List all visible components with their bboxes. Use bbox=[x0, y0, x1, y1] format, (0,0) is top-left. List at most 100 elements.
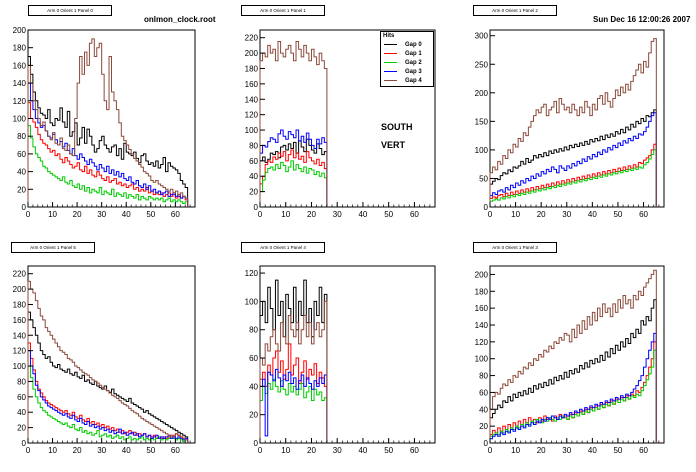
panel-title-0: Arm 0 Orient 1 Panel 0 bbox=[28, 5, 112, 16]
y-tick-label: 100 bbox=[245, 297, 259, 306]
histogram-series bbox=[489, 109, 657, 207]
x-tick-label: 0 bbox=[488, 446, 493, 455]
y-tick-label: 20 bbox=[17, 424, 26, 433]
x-tick-label: 50 bbox=[384, 446, 393, 455]
y-tick-label: 60 bbox=[17, 150, 26, 159]
legend-swatch bbox=[384, 44, 397, 45]
x-tick-label: 20 bbox=[537, 210, 546, 219]
y-tick-label: 0 bbox=[22, 203, 27, 212]
file-label: onlmon_clock.root bbox=[144, 15, 216, 24]
legend-swatch bbox=[384, 80, 397, 81]
histogram-series bbox=[489, 112, 657, 207]
histogram-series bbox=[27, 56, 189, 207]
histogram-series bbox=[259, 279, 328, 443]
legend-item: Gap 2 bbox=[384, 58, 422, 67]
x-tick-label: 0 bbox=[26, 210, 31, 219]
x-tick-label: 60 bbox=[639, 210, 648, 219]
y-tick-label: 200 bbox=[13, 285, 27, 294]
y-tick-label: 20 bbox=[17, 185, 26, 194]
y-tick-label: 0 bbox=[254, 439, 259, 448]
histogram-series bbox=[259, 149, 328, 207]
y-tick-label: 80 bbox=[17, 377, 26, 386]
x-tick-label: 0 bbox=[258, 210, 263, 219]
y-tick-label: 140 bbox=[13, 331, 27, 340]
x-tick-label: 30 bbox=[97, 210, 106, 219]
histogram-series bbox=[259, 41, 328, 207]
histogram-series bbox=[27, 350, 189, 443]
histogram-series bbox=[259, 378, 328, 443]
histogram-series bbox=[489, 349, 657, 443]
histogram-series bbox=[259, 368, 328, 443]
y-tick-label: 20 bbox=[479, 422, 488, 431]
legend-item: Gap 1 bbox=[384, 49, 422, 58]
histogram-series bbox=[489, 149, 657, 207]
y-tick-label: 100 bbox=[475, 146, 489, 155]
y-tick-label: 160 bbox=[13, 316, 27, 325]
x-tick-label: 60 bbox=[410, 446, 419, 455]
plot-frame bbox=[489, 29, 665, 208]
y-tick-label: 140 bbox=[475, 321, 489, 330]
legend-swatch bbox=[384, 62, 397, 63]
x-tick-label: 20 bbox=[73, 210, 82, 219]
y-tick-label: 80 bbox=[249, 326, 258, 335]
histogram-series bbox=[489, 269, 657, 443]
note-vert: VERT bbox=[381, 140, 406, 150]
plot-frame bbox=[259, 265, 436, 444]
panel-title-5: Arm 0 Orient 1 Panel 5 bbox=[11, 242, 95, 253]
y-tick-label: 40 bbox=[17, 168, 26, 177]
y-tick-label: 180 bbox=[13, 44, 27, 53]
y-tick-label: 20 bbox=[249, 411, 258, 420]
y-tick-label: 140 bbox=[245, 95, 259, 104]
y-tick-label: 160 bbox=[475, 304, 489, 313]
y-tick-label: 200 bbox=[475, 270, 489, 279]
y-tick-label: 200 bbox=[475, 89, 489, 98]
y-tick-label: 120 bbox=[13, 97, 27, 106]
x-tick-label: 30 bbox=[562, 446, 571, 455]
legend-label: Gap 4 bbox=[405, 77, 422, 84]
x-tick-label: 50 bbox=[613, 210, 622, 219]
x-tick-label: 20 bbox=[307, 210, 316, 219]
y-tick-label: 180 bbox=[245, 64, 259, 73]
histogram-series bbox=[259, 129, 328, 207]
y-tick-label: 60 bbox=[479, 388, 488, 397]
plot-frame bbox=[27, 265, 196, 444]
note-south: SOUTH bbox=[381, 122, 413, 132]
y-tick-label: 120 bbox=[475, 338, 489, 347]
histogram-series bbox=[489, 143, 657, 207]
legend-title: Hits bbox=[383, 33, 395, 39]
y-tick-label: 150 bbox=[475, 117, 489, 126]
legend-label: Gap 0 bbox=[405, 41, 422, 48]
x-tick-label: 40 bbox=[358, 446, 367, 455]
legend-item: Gap 4 bbox=[384, 76, 422, 85]
y-tick-label: 60 bbox=[249, 354, 258, 363]
x-tick-label: 30 bbox=[562, 210, 571, 219]
histogram-series bbox=[27, 38, 189, 207]
x-tick-label: 30 bbox=[97, 446, 106, 455]
x-tick-label: 10 bbox=[48, 446, 57, 455]
y-tick-label: 140 bbox=[13, 79, 27, 88]
y-tick-label: 40 bbox=[17, 408, 26, 417]
legend-label: Gap 3 bbox=[405, 68, 422, 75]
y-tick-label: 60 bbox=[17, 393, 26, 402]
y-tick-label: 100 bbox=[245, 126, 259, 135]
x-tick-label: 40 bbox=[358, 210, 367, 219]
x-tick-label: 40 bbox=[122, 210, 131, 219]
y-tick-label: 80 bbox=[249, 141, 258, 150]
x-tick-label: 20 bbox=[307, 446, 316, 455]
y-tick-label: 120 bbox=[13, 347, 27, 356]
y-tick-label: 0 bbox=[254, 203, 259, 212]
legend: Hits Gap 0 Gap 1 Gap 2 Gap 3 Gap 4 bbox=[380, 31, 434, 87]
x-tick-label: 30 bbox=[333, 210, 342, 219]
x-tick-label: 10 bbox=[511, 210, 520, 219]
y-tick-label: 220 bbox=[245, 34, 259, 43]
x-tick-label: 30 bbox=[333, 446, 342, 455]
legend-item: Gap 3 bbox=[384, 67, 422, 76]
x-tick-label: 50 bbox=[613, 446, 622, 455]
y-tick-label: 200 bbox=[13, 26, 27, 35]
histogram-series bbox=[489, 299, 657, 443]
y-tick-label: 220 bbox=[13, 270, 27, 279]
